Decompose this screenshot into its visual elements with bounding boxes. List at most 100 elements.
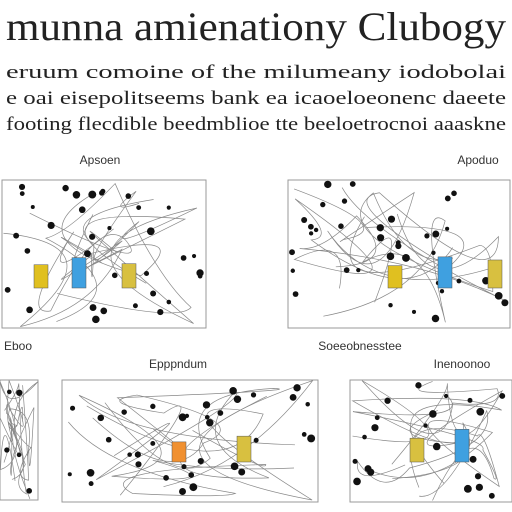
map-line	[0, 381, 39, 481]
bar	[454, 429, 470, 463]
dot	[305, 402, 310, 407]
dot	[499, 392, 506, 399]
dot	[250, 392, 257, 398]
dot	[395, 242, 402, 250]
panel-frame	[61, 379, 319, 503]
bar	[236, 435, 252, 463]
dot	[432, 230, 440, 238]
dot	[6, 389, 12, 395]
dot	[189, 483, 198, 492]
dot	[371, 424, 379, 432]
dot	[367, 468, 375, 476]
dot	[150, 440, 156, 446]
map-line	[351, 397, 502, 484]
dot	[70, 405, 76, 411]
dot	[92, 315, 100, 324]
panel-label: Soeeobnesstee	[318, 339, 402, 353]
dot	[78, 206, 86, 214]
dot	[411, 309, 417, 314]
dot	[30, 205, 35, 210]
dot	[388, 302, 393, 308]
dot	[16, 389, 23, 396]
dot	[301, 216, 308, 223]
dot	[402, 254, 410, 262]
dot	[166, 205, 171, 210]
map-line	[7, 385, 32, 481]
dot	[289, 249, 295, 256]
dot	[89, 304, 97, 311]
bar	[487, 259, 503, 289]
dot	[88, 190, 97, 199]
map-line	[349, 192, 494, 293]
dot	[84, 250, 91, 258]
dot	[476, 407, 485, 416]
bar	[171, 441, 187, 463]
intro-line: e oai eisepolitseems bank ea icaoeloeone…	[6, 88, 506, 109]
dot	[206, 419, 214, 427]
map-line	[357, 409, 489, 497]
map-line	[293, 198, 453, 289]
dot	[47, 221, 55, 230]
panel-label: Epppndum	[149, 357, 207, 371]
dot	[132, 303, 138, 309]
dot	[86, 468, 95, 477]
dot	[289, 393, 297, 401]
dot	[324, 180, 332, 189]
dot	[134, 451, 141, 458]
intro-line: eruum comoine of the milumeany iodobolai	[6, 62, 506, 83]
dot	[475, 483, 483, 491]
dot	[217, 410, 224, 416]
dot	[313, 227, 319, 233]
dot	[181, 464, 187, 470]
bar	[71, 257, 87, 289]
dot	[463, 484, 472, 493]
dot	[238, 468, 246, 476]
dot	[150, 403, 156, 410]
bar	[33, 264, 49, 289]
map-line	[299, 187, 506, 301]
dot	[163, 475, 169, 481]
map-line	[68, 421, 267, 497]
dot	[100, 307, 108, 315]
dot	[16, 452, 22, 458]
dot	[125, 193, 132, 199]
intro-line: footing flecdible beedmblioe tte beeloet…	[6, 114, 506, 135]
dot	[415, 382, 422, 389]
dot	[105, 436, 112, 443]
dot	[107, 226, 112, 231]
dot	[307, 434, 316, 443]
map-line	[86, 379, 314, 501]
dot	[374, 415, 380, 421]
dot	[469, 455, 477, 463]
dot	[89, 233, 96, 240]
dot	[197, 273, 203, 279]
panel-label: Apsoen	[80, 153, 121, 167]
dot	[482, 276, 490, 285]
dot	[474, 473, 482, 480]
dot	[377, 234, 385, 242]
dot	[135, 461, 142, 468]
dot	[72, 191, 81, 199]
dot	[229, 387, 237, 395]
dot	[180, 255, 187, 261]
dot	[451, 190, 457, 197]
map-line	[29, 212, 132, 312]
dot	[204, 414, 210, 420]
map-line	[3, 404, 31, 500]
dot	[308, 223, 314, 230]
dot	[157, 308, 164, 316]
dot	[62, 184, 69, 192]
map-line	[78, 394, 295, 480]
panel-label: Eboo	[4, 339, 32, 353]
dot	[431, 314, 440, 323]
map-line	[44, 182, 192, 322]
dot	[4, 447, 10, 453]
dot	[233, 395, 242, 403]
panel-frame	[1, 179, 207, 329]
dot	[341, 198, 348, 204]
map-line	[104, 388, 280, 468]
map-line	[3, 216, 187, 327]
dot	[467, 397, 473, 403]
dot	[179, 488, 186, 495]
